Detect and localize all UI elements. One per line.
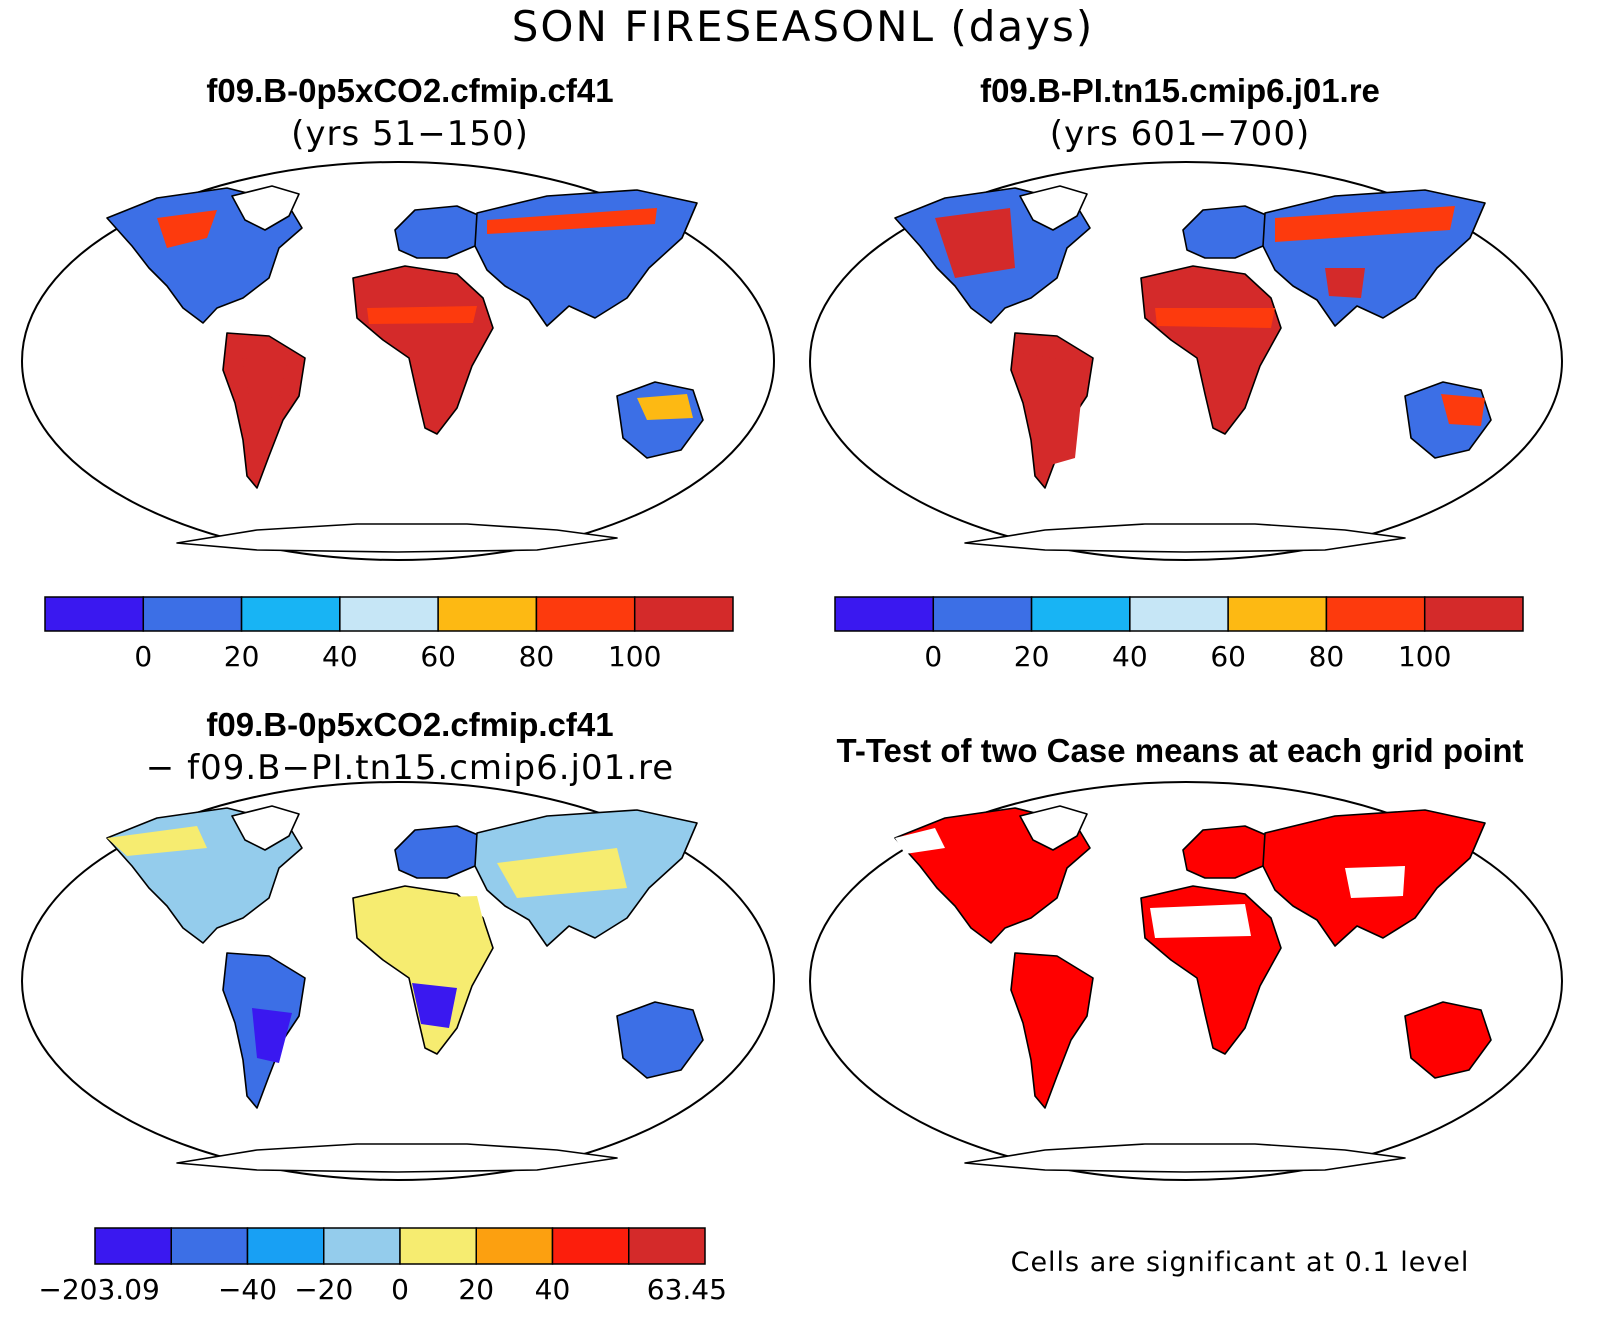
field-patch [357, 896, 485, 930]
colorbar-swatch [475, 1227, 554, 1265]
field-patch [637, 394, 693, 420]
colorbar-swatch [339, 596, 439, 632]
colorbar-tick-label: 0 [924, 640, 942, 673]
panel-1-colorbar: 0 20 40 60 80 100 [44, 596, 734, 673]
colorbar-tick-label: 80 [1309, 640, 1345, 673]
continent-australia [1404, 1001, 1492, 1079]
colorbar-tick-label: 80 [519, 640, 555, 673]
field-patch [1441, 394, 1485, 426]
colorbar-swatch [44, 596, 145, 632]
panel-3-title: f09.B-0p5xCO2.cfmip.cf41 [206, 706, 614, 743]
panel-2-colorbar: 0 20 40 60 80 100 [834, 596, 1524, 673]
nonsignificant-patch [895, 828, 945, 854]
nonsignificant-patch [1150, 904, 1251, 938]
colorbar-tick-label: 40 [1112, 640, 1148, 673]
panel-2-title: f09.B-PI.tn15.cmip6.j01.re [980, 72, 1380, 109]
colorbar-tick-label: 0 [134, 640, 152, 673]
colorbar-swatch [399, 1227, 477, 1265]
figure-title: SON FIRESEASONL (days) [511, 2, 1095, 51]
panel-3-map [21, 781, 775, 1181]
panel-2-subtitle: (yrs 601−700) [1049, 114, 1311, 154]
panel-4-landmasses [894, 805, 1492, 1173]
colorbar-swatch [437, 596, 538, 632]
continent-greenland [1019, 185, 1088, 231]
colorbar-swatch [1227, 596, 1328, 632]
field-patch [107, 826, 207, 856]
colorbar-swatch [323, 1227, 401, 1265]
continent-greenland [231, 185, 300, 231]
continent-australia [616, 1001, 704, 1079]
colorbar-tick-label: −40 [218, 1273, 277, 1306]
field-patch [935, 208, 1015, 278]
continent-greenland [231, 805, 300, 851]
colorbar-swatch [1423, 596, 1524, 632]
colorbar-swatch [932, 596, 1033, 632]
continent-antarctica [176, 1143, 618, 1173]
panel-2-landmasses [894, 185, 1492, 553]
colorbar-swatch [1325, 596, 1426, 632]
panel-4-map [809, 781, 1563, 1181]
panel-3-colorbar: −203.09 −40 −20 0 20 40 63.45 [38, 1227, 727, 1306]
field-patch [242, 358, 287, 398]
panel-1-title: f09.B-0p5xCO2.cfmip.cf41 [206, 72, 614, 109]
colorbar-tick-label: 60 [420, 640, 456, 673]
colorbar-tick-label: 40 [535, 1273, 571, 1306]
field-patch [157, 210, 217, 248]
colorbar-tick-label: 100 [1398, 640, 1451, 673]
panel-2-map [809, 161, 1563, 561]
continent-greenland [1019, 805, 1088, 851]
colorbar-tick-label: 20 [458, 1273, 494, 1306]
colorbar-swatch [1030, 596, 1131, 632]
field-patch [497, 848, 627, 898]
panel-3-landmasses [106, 805, 704, 1173]
colorbar-swatch [633, 596, 734, 632]
colorbar-tick-label: 63.45 [647, 1273, 727, 1306]
field-patch [252, 1008, 292, 1063]
field-patch [367, 306, 477, 324]
field-patch [1155, 308, 1275, 328]
colorbar-tick-label: 100 [608, 640, 661, 673]
field-patch [1275, 206, 1455, 242]
colorbar-tick-label: 20 [1014, 640, 1050, 673]
colorbar-swatch [170, 1227, 249, 1265]
panel-1-map [21, 161, 775, 561]
panel-1-subtitle: (yrs 51−150) [291, 114, 529, 154]
field-patch [487, 208, 657, 234]
colorbar-tick-label: 0 [391, 1273, 409, 1306]
panel-1-landmasses [106, 185, 704, 553]
colorbar-swatch [142, 596, 243, 632]
significance-note: Cells are significant at 0.1 level [1010, 1247, 1470, 1278]
field-patch [412, 983, 457, 1028]
colorbar-tick-label: 20 [224, 640, 260, 673]
field-patch [1325, 268, 1365, 298]
continent-south-america [1010, 952, 1094, 1109]
colorbar-swatch [834, 596, 935, 632]
colorbar-tick-label: −20 [294, 1273, 353, 1306]
colorbar-tick-label: −203.09 [38, 1273, 159, 1306]
panel-4-title: T-Test of two Case means at each grid po… [836, 732, 1524, 769]
colorbar-swatch [535, 596, 636, 632]
colorbar-swatch [240, 596, 341, 632]
colorbar-tick-label: 40 [322, 640, 358, 673]
continent-antarctica [964, 523, 1406, 553]
colorbar-swatch [1129, 596, 1229, 632]
continent-antarctica [176, 523, 618, 553]
colorbar-tick-label: 60 [1210, 640, 1246, 673]
colorbar-swatch [628, 1227, 706, 1265]
colorbar-swatch [551, 1227, 630, 1265]
colorbar-swatch [94, 1227, 172, 1265]
continent-antarctica [964, 1143, 1406, 1173]
nonsignificant-patch [1345, 866, 1405, 898]
colorbar-swatch [246, 1227, 325, 1265]
field-patch [1020, 353, 1085, 468]
